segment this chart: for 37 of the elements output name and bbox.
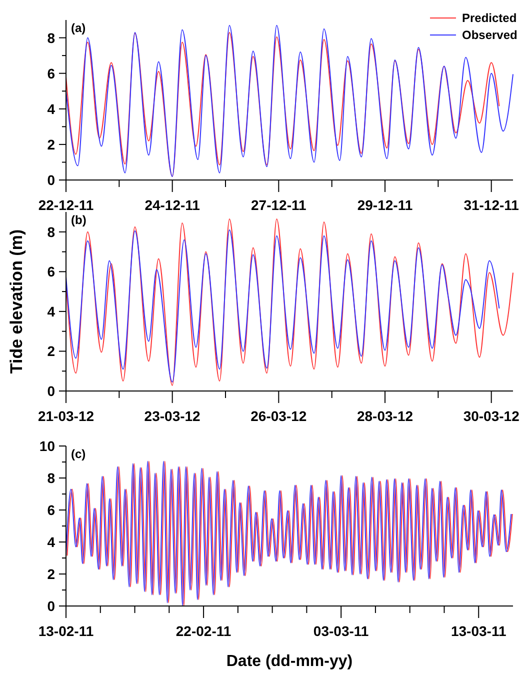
y-tick-label: 6 [47, 502, 56, 518]
legend-label: Observed [462, 28, 518, 42]
y-tick-label: 4 [47, 303, 56, 320]
y-tick-label: 0 [47, 383, 56, 399]
y-tick-label: 0 [47, 598, 56, 614]
x-tick-label: 23-03-12 [144, 408, 201, 424]
x-tick-label: 03-03-11 [313, 623, 369, 639]
y-tick-label: 0 [47, 172, 56, 188]
y-tick-label: 8 [47, 30, 56, 46]
y-axis-title: Tide elevation (m) [7, 229, 26, 374]
y-tick-label: 4 [47, 100, 56, 117]
x-tick-label: 27-12-11 [251, 197, 307, 213]
y-tick-label: 8 [47, 470, 56, 486]
chart-title: (a) [71, 21, 86, 35]
chart-title: (b) [71, 213, 86, 227]
x-axis-title: Date (dd-mm-yy) [226, 653, 353, 670]
x-tick-label: 31-12-11 [464, 197, 520, 213]
x-tick-label: 21-03-12 [38, 408, 94, 424]
x-tick-label: 22-12-11 [38, 197, 94, 213]
y-tick-label: 6 [47, 65, 56, 82]
x-tick-label: 26-03-12 [250, 408, 307, 424]
x-tick-label: 24-12-11 [144, 197, 200, 213]
x-tick-label: 13-02-11 [38, 623, 94, 639]
x-tick-label: 22-02-11 [176, 623, 232, 639]
y-tick-label: 2 [47, 566, 56, 582]
x-tick-label: 30-03-12 [463, 408, 520, 424]
x-tick-label: 13-03-11 [450, 623, 506, 639]
y-tick-label: 8 [47, 224, 56, 240]
y-tick-label: 4 [47, 534, 56, 550]
y-tick-label: 2 [47, 343, 56, 360]
chart-title: (c) [71, 447, 86, 461]
legend-label: Predicted [462, 11, 517, 25]
y-tick-label: 10 [39, 438, 56, 454]
x-tick-label: 29-12-11 [357, 197, 413, 213]
y-tick-label: 6 [47, 264, 56, 280]
y-tick-label: 2 [47, 136, 56, 152]
x-tick-label: 28-03-12 [356, 408, 414, 424]
